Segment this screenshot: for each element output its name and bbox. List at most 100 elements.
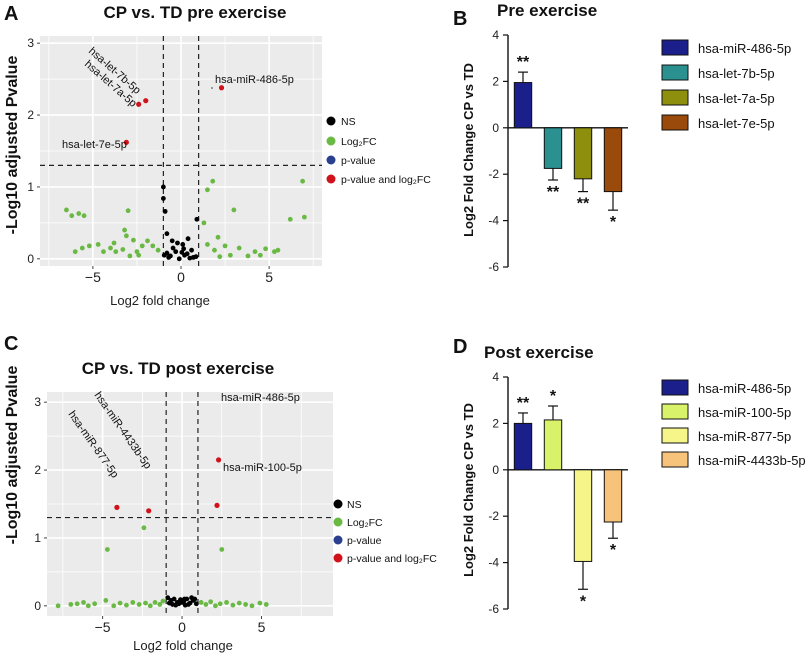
chart-a-point-log2fc [108, 245, 113, 251]
chart-d-bar-2 [543, 419, 563, 471]
chart-c-point-log2fc [208, 599, 214, 605]
legend-c-both-label: p-value and log₂FC [347, 553, 437, 565]
chart-c-point-log2fc [157, 602, 163, 607]
chart-b-ylabel: Log2 Fold Change CP vs TD [461, 63, 476, 237]
chart-d-significance-3: * [580, 593, 587, 610]
chart-b-ytick-label: -6 [488, 260, 499, 274]
chart-c-point-ns [182, 596, 187, 602]
chart-a-point-ns [194, 216, 200, 222]
chart-d-significance-1: ** [517, 395, 530, 412]
chart-d-title: Post exercise [484, 343, 594, 362]
legend-b-swatch-3 [661, 89, 689, 106]
legend-d-label-3: hsa-miR-877-5p [698, 429, 791, 444]
chart-d-ytick-label: 2 [492, 416, 499, 430]
panel-letter-a: A [4, 3, 18, 25]
chart-c-point-ns [165, 595, 171, 601]
chart-c-ytick-label: 3 [34, 395, 41, 409]
chart-c-point-log2fc [111, 603, 117, 609]
chart-c-point-log2fc [236, 600, 242, 606]
legend-a-ns-swatch [326, 116, 336, 126]
chart-d-bar-4 [603, 469, 623, 523]
chart-c-point-log2fc [243, 602, 249, 607]
chart-a-point-log2fc [101, 249, 106, 255]
chart-a-point-log2fc [212, 247, 217, 253]
chart-a-point-ns [166, 254, 172, 260]
chart-a-point-ns [181, 246, 187, 252]
panel-d-bar-post: D Post exercise Log2 Fold Change CP vs T… [453, 336, 806, 616]
chart-a-point-log2fc [236, 245, 242, 251]
chart-a-point-log2fc [263, 246, 268, 252]
chart-c-point-significant [114, 504, 120, 510]
legend-d-swatch-4 [661, 451, 689, 468]
chart-a-point-log2fc [76, 211, 82, 216]
legend-b-label-2: hsa-let-7b-5p [698, 66, 775, 81]
chart-a-xtick-label: 5 [265, 269, 273, 285]
legend-c-pvalue-swatch [333, 535, 343, 545]
legend-b-swatch-1 [661, 39, 689, 56]
chart-a-point-ns [162, 208, 168, 214]
chart-a-point-significant [136, 101, 142, 107]
chart-a-point-log2fc [86, 243, 92, 249]
chart-c-point-significant [216, 457, 222, 463]
chart-c-point-significant [214, 502, 220, 508]
chart-c-label-mir-100: hsa-miR-100-5p [223, 462, 302, 474]
legend-c-ns-swatch [333, 499, 343, 509]
chart-a-point-ns [179, 249, 185, 255]
chart-c-point-log2fc [198, 600, 204, 605]
chart-c-point-log2fc [117, 600, 123, 606]
chart-c-point-log2fc [124, 602, 129, 608]
chart-c-point-log2fc [160, 598, 166, 604]
chart-b-legend: hsa-miR-486-5p hsa-let-7b-5p hsa-let-7a-5p… [661, 39, 791, 131]
chart-c-point-significant [146, 508, 152, 514]
chart-a-point-ns [187, 255, 193, 261]
chart-a-point-ns [160, 196, 166, 201]
chart-b-title: Pre exercise [497, 1, 597, 20]
chart-a-ylabel: -Log10 adjusted Pvalue [4, 56, 21, 235]
chart-a-ytick-label: 1 [27, 180, 34, 194]
chart-a-point-log2fc [95, 242, 101, 247]
legend-b-swatch-4 [661, 114, 689, 131]
chart-c-point-ns [166, 600, 172, 606]
chart-a-point-log2fc [245, 253, 251, 259]
chart-b-ytick-label: 0 [492, 121, 499, 135]
chart-a-point-significant [143, 98, 149, 104]
legend-b-label-4: hsa-let-7e-5p [698, 116, 775, 131]
chart-c-point-log2fc [68, 602, 74, 607]
legend-d-label-1: hsa-miR-486-5p [698, 381, 791, 396]
chart-a-point-ns [164, 231, 170, 237]
chart-a-point-log2fc [287, 216, 293, 222]
chart-c-label-mir-486: hsa-miR-486-5p [221, 392, 300, 404]
chart-b-bar-2 [543, 127, 563, 169]
chart-a-point-ns [185, 236, 191, 242]
chart-d-ytick-label: -4 [488, 556, 499, 570]
chart-b-bar-4 [603, 127, 623, 193]
chart-a-point-log2fc [79, 245, 85, 251]
panel-a-volcano-pre: A CP vs. TD pre exercise -Log10 adjusted… [4, 3, 431, 308]
panel-letter-b: B [453, 8, 467, 30]
chart-a-point-log2fc [217, 254, 223, 260]
legend-d-swatch-3 [661, 427, 689, 444]
chart-c-title: CP vs. TD post exercise [82, 359, 274, 378]
chart-a-label-mir-486: hsa-miR-486-5p [215, 74, 294, 86]
chart-a-legend: NS Log₂FC p-value p-value and log₂FC [326, 116, 431, 186]
legend-c-both-swatch [333, 553, 343, 563]
legend-a-log2fc-swatch [326, 136, 336, 146]
chart-b-bar-3 [573, 127, 593, 180]
legend-b-label-1: hsa-miR-486-5p [698, 41, 791, 56]
chart-a-point-log2fc [231, 207, 237, 213]
chart-c-plot-area: −5 0 5 0 1 2 3 [34, 392, 333, 635]
chart-b-bar-1 [513, 82, 533, 129]
chart-c-ytick-label: 1 [34, 531, 41, 545]
legend-d-label-2: hsa-miR-100-5p [698, 405, 791, 420]
chart-c-point-log2fc [130, 600, 136, 605]
chart-c-point-log2fc [85, 603, 91, 609]
panel-letter-c: C [4, 333, 18, 355]
chart-b-significance-2: ** [547, 184, 560, 201]
chart-a-point-log2fc [215, 234, 221, 240]
legend-b-label-3: hsa-let-7a-5p [698, 91, 775, 106]
legend-d-swatch-2 [661, 403, 689, 420]
chart-a-point-log2fc [69, 213, 75, 219]
chart-a-point-log2fc [205, 187, 210, 193]
chart-c-point-log2fc [103, 597, 109, 603]
panel-c-volcano-post: C CP vs. TD post exercise -Log10 adjuste… [4, 333, 437, 653]
